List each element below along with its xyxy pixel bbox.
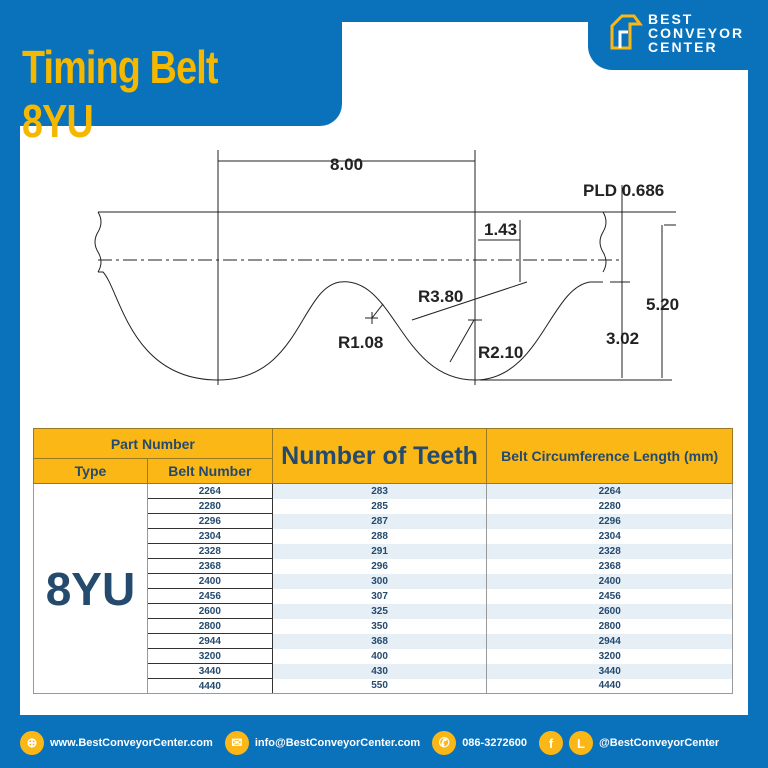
belt-number-cell: 2280 <box>146 498 273 514</box>
table-row: 2944 368 2944 <box>34 633 733 649</box>
r210-label: R2.10 <box>478 343 523 362</box>
tooth-height-label: 3.02 <box>606 329 639 348</box>
teeth-cell: 350 <box>271 618 488 634</box>
r380-label: R3.80 <box>418 287 463 306</box>
table-row: 2280 285 2280 <box>34 498 733 514</box>
page-title: Timing Belt 8YU <box>22 41 218 147</box>
length-cell: 2304 <box>486 528 733 544</box>
mail-icon: ✉ <box>224 731 249 755</box>
belt-number-cell: 2264 <box>146 483 273 499</box>
table-row: 2456 307 2456 <box>34 588 733 604</box>
belt-number-cell: 2456 <box>146 588 273 604</box>
line-icon[interactable]: L <box>569 731 594 755</box>
belt-spec-table: Part Number Number of Teeth Belt Circumf… <box>33 428 733 694</box>
length-cell: 2944 <box>486 633 733 649</box>
belt-height-label: 5.20 <box>646 295 679 314</box>
r108-label: R1.08 <box>338 333 383 352</box>
teeth-cell: 307 <box>271 588 488 604</box>
length-cell: 4440 <box>486 678 733 694</box>
table-row: 4440 550 4440 <box>34 678 733 694</box>
length-cell: 2600 <box>486 603 733 619</box>
belt-number-cell: 2296 <box>146 513 273 529</box>
belt-number-cell: 4440 <box>146 678 273 694</box>
length-cell: 2328 <box>486 543 733 559</box>
table-row: 3440 430 3440 <box>34 663 733 679</box>
table-row: 2800 350 2800 <box>34 618 733 634</box>
length-header: Belt Circumference Length (mm) <box>486 428 733 484</box>
length-cell: 2280 <box>486 498 733 514</box>
belt-number-cell: 3200 <box>146 648 273 664</box>
type-cell: 8YU <box>33 483 148 694</box>
belt-number-cell: 3440 <box>146 663 273 679</box>
teeth-cell: 283 <box>271 483 488 499</box>
belt-number-cell: 2328 <box>146 543 273 559</box>
teeth-cell: 368 <box>271 633 488 649</box>
length-cell: 2368 <box>486 558 733 574</box>
belt-number-cell: 2304 <box>146 528 273 544</box>
type-header: Type <box>33 458 148 484</box>
brand-logo: BEST CONVEYOR CENTER <box>588 0 768 70</box>
teeth-cell: 325 <box>271 603 488 619</box>
teeth-header: Number of Teeth <box>271 428 488 484</box>
pld-label: PLD 0.686 <box>583 181 664 200</box>
teeth-cell: 400 <box>271 648 488 664</box>
length-cell: 3440 <box>486 663 733 679</box>
social-handle[interactable]: @BestConveyorCenter <box>599 737 720 749</box>
logo-icon <box>610 14 643 50</box>
length-cell: 2400 <box>486 573 733 589</box>
belt-number-cell: 2400 <box>146 573 273 589</box>
table-row: 2304 288 2304 <box>34 528 733 544</box>
length-cell: 2800 <box>486 618 733 634</box>
tooth-width-label: 1.43 <box>484 220 517 239</box>
teeth-cell: 550 <box>271 678 488 694</box>
phone-icon: ✆ <box>432 731 457 755</box>
teeth-cell: 288 <box>271 528 488 544</box>
belt-number-cell: 2944 <box>146 633 273 649</box>
teeth-cell: 287 <box>271 513 488 529</box>
belt-number-header: Belt Number <box>146 458 273 484</box>
contact-footer: ⊕ www.BestConveyorCenter.com ✉ info@BestCo… <box>0 728 768 758</box>
length-cell: 3200 <box>486 648 733 664</box>
pitch-label: 8.00 <box>330 155 363 174</box>
phone-number[interactable]: 086-3272600 <box>462 737 528 749</box>
title-banner: Timing Belt 8YU <box>0 0 342 147</box>
table-row: 2400 300 2400 <box>34 573 733 589</box>
globe-icon: ⊕ <box>20 731 44 755</box>
teeth-cell: 285 <box>271 498 488 514</box>
table-row: 2600 325 2600 <box>34 603 733 619</box>
teeth-cell: 430 <box>271 663 488 679</box>
length-cell: 2264 <box>486 483 733 499</box>
belt-profile-diagram: 8.00 PLD 0.686 1.43 R3.80 R1.08 R2.10 3.… <box>94 150 679 385</box>
belt-number-cell: 2800 <box>146 618 273 634</box>
length-cell: 2456 <box>486 588 733 604</box>
table-row: 2328 291 2328 <box>34 543 733 559</box>
table-row: 8YU 2264 283 2264 <box>33 483 733 694</box>
belt-number-cell: 2368 <box>146 558 273 574</box>
website-link[interactable]: www.BestConveyorCenter.com <box>50 737 213 749</box>
part-number-header: Part Number <box>33 428 273 459</box>
belt-number-cell: 2600 <box>146 603 273 619</box>
length-cell: 2296 <box>486 513 733 529</box>
teeth-cell: 291 <box>271 543 488 559</box>
table-row: 2296 287 2296 <box>34 513 733 529</box>
facebook-icon[interactable]: f <box>539 731 564 755</box>
teeth-cell: 296 <box>271 558 488 574</box>
teeth-cell: 300 <box>271 573 488 589</box>
email-link[interactable]: info@BestConveyorCenter.com <box>254 737 421 749</box>
